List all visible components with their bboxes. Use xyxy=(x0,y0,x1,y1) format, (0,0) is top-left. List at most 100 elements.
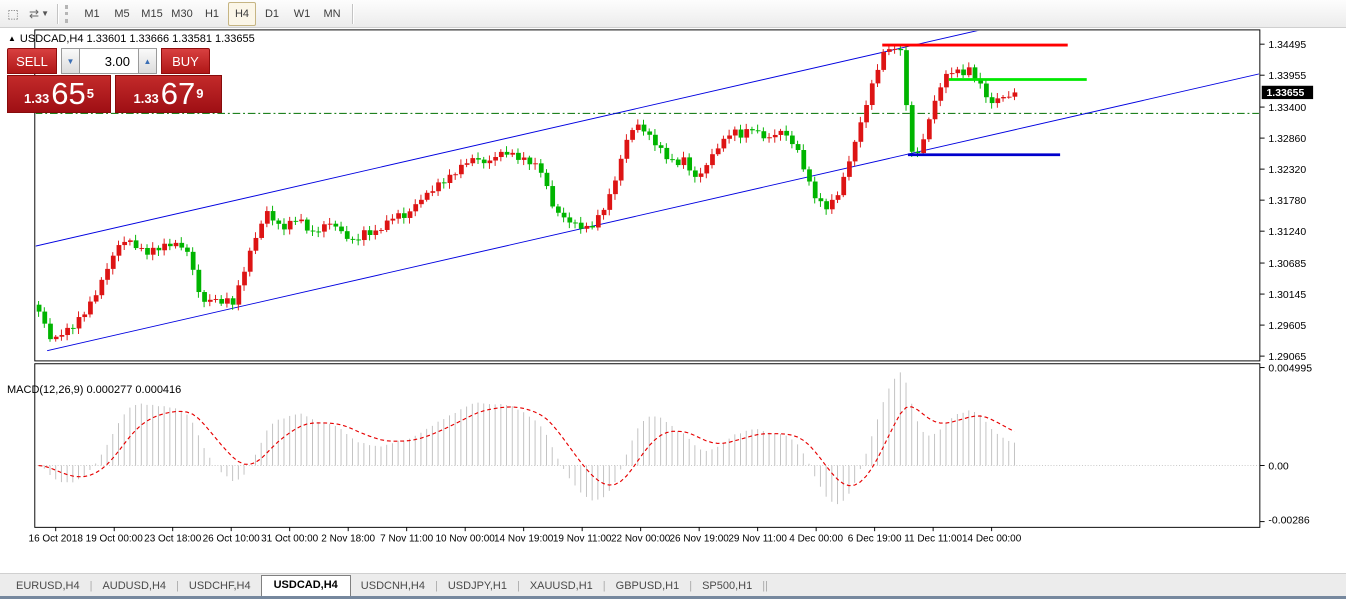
sell-button[interactable]: SELL xyxy=(7,48,57,74)
candle-body xyxy=(173,242,179,247)
time-axis-label: 6 Dec 19:00 xyxy=(848,534,902,545)
time-axis-label: 19 Oct 00:00 xyxy=(86,534,144,545)
timeframe-button-h4[interactable]: H4 xyxy=(228,1,256,26)
timeframe-button-m5[interactable]: M5 xyxy=(114,7,130,20)
candle-body xyxy=(829,199,835,210)
chart-canvas[interactable]: 1.34495 1.33955 1.33400 1.32860 1.32320 1.317… xyxy=(0,28,1346,573)
chart-tab-xauusd[interactable]: XAUUSD,H1 xyxy=(529,580,593,592)
candle-body xyxy=(150,247,156,255)
candle-body xyxy=(287,220,293,230)
candle-body xyxy=(270,211,276,221)
candle-body xyxy=(458,164,464,175)
chart-tab-gbpusd[interactable]: GBPUSD,H1 xyxy=(615,580,680,592)
timeframe-button-h1[interactable]: H1 xyxy=(204,7,220,20)
time-axis-label: 14 Dec 00:00 xyxy=(962,534,1022,545)
chart-tab-usdcnh[interactable]: USDCNH,H4 xyxy=(360,580,425,592)
candle-body xyxy=(504,151,510,155)
price-axis-label: 1.34495 xyxy=(1268,40,1306,51)
candle-body xyxy=(966,67,972,76)
timeframe-button-m1[interactable]: M1 xyxy=(84,7,100,20)
candle-body xyxy=(687,157,693,171)
buy-price-big: 67 xyxy=(160,76,196,111)
candle-body xyxy=(236,285,242,305)
candle-body xyxy=(333,223,339,227)
candle-body xyxy=(156,247,162,251)
candle-body xyxy=(984,83,989,98)
buy-button[interactable]: BUY xyxy=(161,48,210,74)
buy-price-quote[interactable]: 1.33 67 9 xyxy=(115,75,222,113)
candle-body xyxy=(53,336,59,340)
arrange-tool-icon[interactable]: ⇄ ▼ xyxy=(27,2,51,26)
time-axis-label: 14 Nov 19:00 xyxy=(494,534,554,545)
volume-down-button[interactable]: ▼ xyxy=(61,48,80,74)
candle-body xyxy=(858,122,864,142)
candle-body xyxy=(230,298,236,305)
chart-tab-bar: EURUSD,H4 | AUDUSD,H4 | USDCHF,H4 USDCAD,H4 US… xyxy=(0,573,1346,596)
candle-body xyxy=(322,224,327,232)
candle-body xyxy=(784,130,790,136)
candle-body xyxy=(487,160,493,164)
candle-body xyxy=(824,201,829,210)
candle-body xyxy=(544,172,550,187)
chevron-down-icon: ▼ xyxy=(41,9,49,18)
candle-body xyxy=(65,327,70,336)
channel-lower[interactable] xyxy=(47,73,1260,352)
candle-body xyxy=(82,314,88,318)
candle-body xyxy=(750,129,755,131)
sell-price-quote[interactable]: 1.33 65 5 xyxy=(7,75,111,113)
chart-tab-sp500[interactable]: SP500,H1 xyxy=(702,580,753,592)
time-axis-label: 26 Oct 10:00 xyxy=(203,534,261,545)
main-chart-panel[interactable] xyxy=(34,29,1261,362)
buy-price-small: 1.33 xyxy=(133,91,159,106)
chart-tab-usdcad[interactable]: USDCAD,H4 xyxy=(260,575,351,596)
volume-input[interactable]: 3.00 xyxy=(80,48,138,74)
candle-body xyxy=(658,145,664,148)
chart-tab-eurusd[interactable]: EURUSD,H4 xyxy=(16,580,80,592)
timeframe-button-m30[interactable]: M30 xyxy=(171,7,193,20)
candle-body xyxy=(818,198,824,202)
candle-body xyxy=(419,199,424,205)
candle-body xyxy=(356,239,362,241)
candle-body xyxy=(561,212,567,218)
candle-body xyxy=(961,69,966,76)
candle-body xyxy=(795,144,801,151)
current-price-tag xyxy=(1261,85,1314,100)
candle-body xyxy=(949,73,955,75)
candle-body xyxy=(704,165,710,174)
candle-body xyxy=(732,129,738,136)
candle-body xyxy=(595,215,601,228)
timeframe-button-d1[interactable]: D1 xyxy=(264,7,280,20)
candle-body xyxy=(972,67,978,79)
timeframe-button-m15[interactable]: M15 xyxy=(141,7,163,20)
candle-body xyxy=(470,158,476,164)
current-price-label: 1.33655 xyxy=(1267,88,1305,99)
candle-body xyxy=(105,268,110,280)
toolbar-grip[interactable] xyxy=(65,4,71,23)
time-axis-label: 16 Oct 2018 xyxy=(29,534,84,545)
candle-body xyxy=(692,170,698,177)
timeframe-button-w1[interactable]: W1 xyxy=(293,7,311,20)
candle-body xyxy=(162,243,167,251)
sell-price-sup: 5 xyxy=(86,86,95,101)
timeframe-button-mn[interactable]: MN xyxy=(323,7,341,20)
candle-body xyxy=(379,229,384,231)
macd-panel[interactable] xyxy=(34,363,1261,528)
channel-upper[interactable] xyxy=(33,30,982,247)
tab-separator: | xyxy=(89,580,93,592)
candle-body xyxy=(225,298,230,304)
candle-body xyxy=(904,50,909,106)
candle-body xyxy=(447,174,453,184)
symbol-triangle-icon: ▲ xyxy=(8,34,16,43)
select-tool-icon[interactable]: ⬚ xyxy=(7,6,19,21)
candle-body xyxy=(88,301,93,315)
chart-tab-usdjpy[interactable]: USDJPY,H1 xyxy=(447,580,507,592)
chart-tab-usdchf[interactable]: USDCHF,H4 xyxy=(188,580,251,592)
candle-body xyxy=(202,292,207,302)
buy-price-sup: 9 xyxy=(196,86,204,101)
chart-tab-audusd[interactable]: AUDUSD,H4 xyxy=(102,580,167,592)
candle-body xyxy=(926,119,932,140)
volume-up-button[interactable]: ▲ xyxy=(138,48,157,74)
candle-body xyxy=(869,83,875,106)
candle-body xyxy=(721,138,727,149)
